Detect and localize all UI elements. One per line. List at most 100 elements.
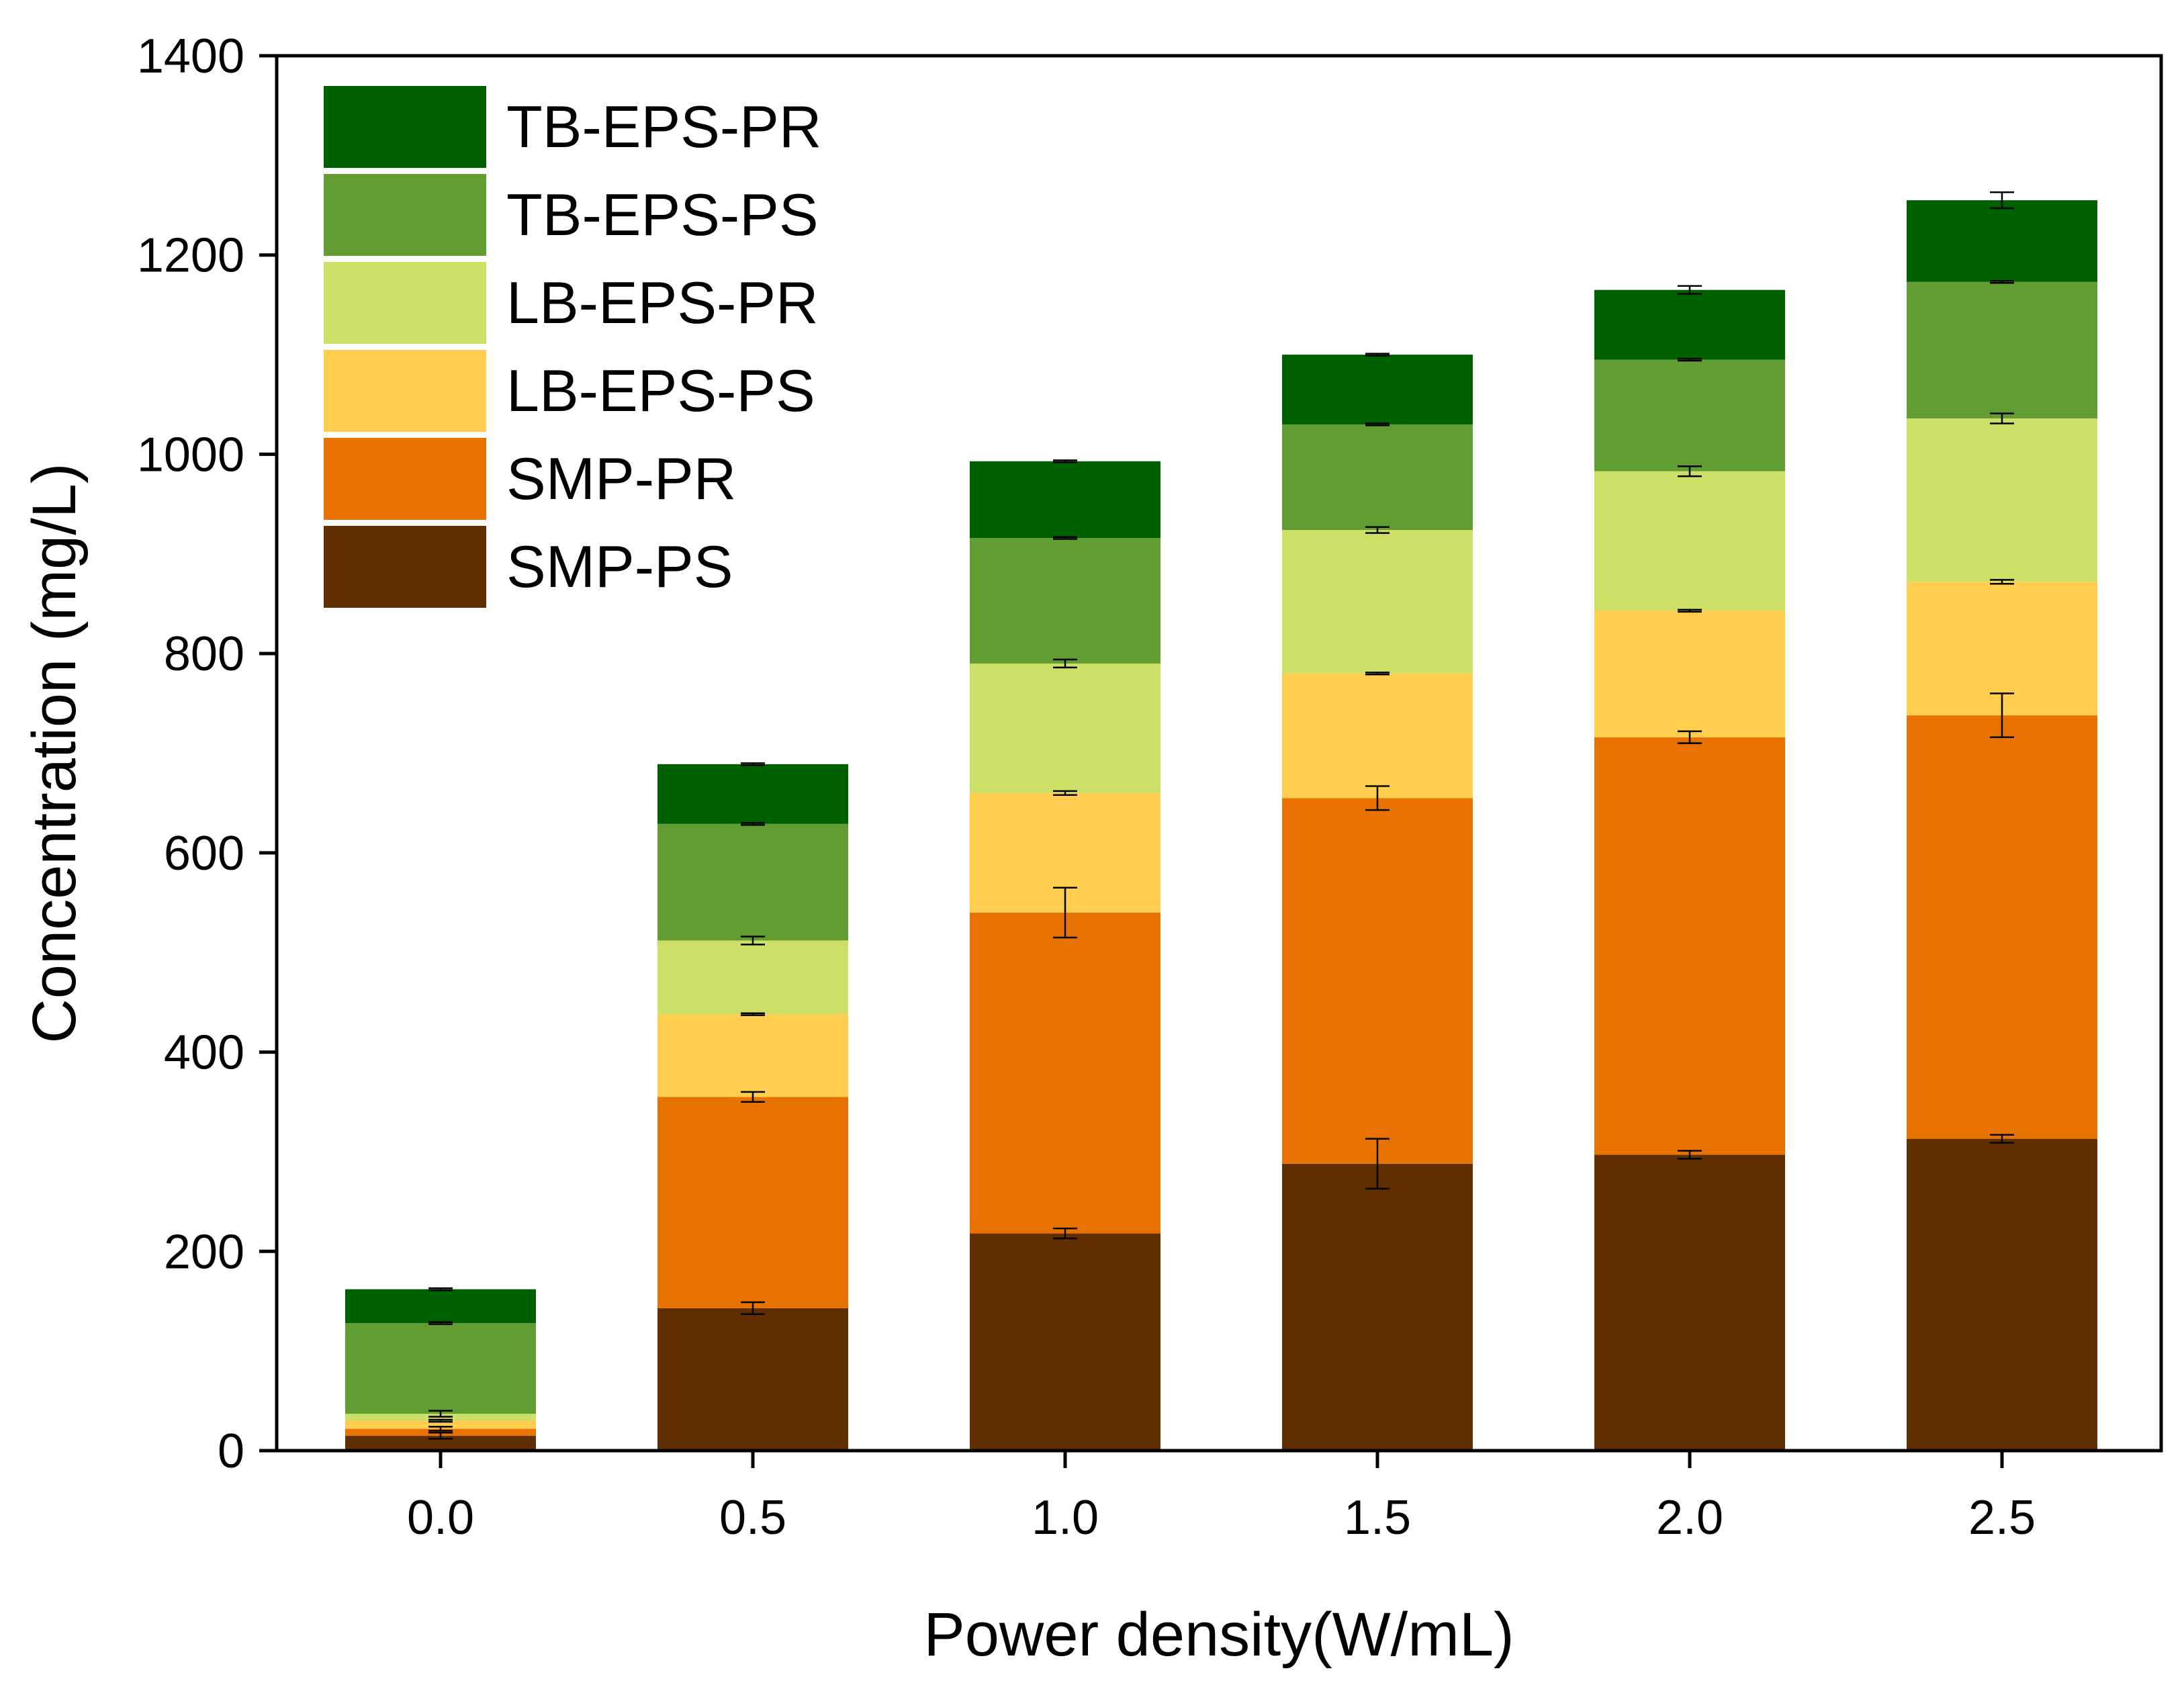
bar-segment-tb-eps-ps — [345, 1323, 536, 1414]
error-bar — [1365, 353, 1390, 357]
x-tick-label: 1.5 — [1344, 1491, 1411, 1545]
legend-swatch — [324, 86, 486, 168]
bar-segment-tb-eps-pr — [970, 461, 1161, 539]
error-bar — [1678, 285, 1702, 295]
error-bar — [1053, 887, 1077, 939]
error-bar — [1365, 1138, 1390, 1190]
bar-segment-tb-eps-pr — [657, 764, 848, 824]
legend-swatch — [324, 438, 486, 520]
bar-segment-tb-eps-ps — [657, 823, 848, 941]
y-tick-label: 600 — [164, 827, 244, 880]
x-axis: 0.0 0.5 1.0 1.5 2.0 2.5 — [407, 1451, 2036, 1545]
legend-swatch — [324, 262, 486, 344]
legend-label: TB-EPS-PS — [506, 181, 819, 248]
y-axis: 0 200 400 600 800 1000 1200 1400 — [137, 30, 277, 1478]
bar-segment-smp-pr — [1282, 798, 1473, 1164]
error-bar — [1678, 730, 1702, 744]
bar-segment-tb-eps-ps — [1282, 424, 1473, 531]
bar-segment-tb-eps-pr — [345, 1289, 536, 1324]
error-bar — [428, 1321, 453, 1325]
x-axis-title: Power density(W/mL) — [923, 1600, 1514, 1669]
legend-label: SMP-PR — [506, 445, 736, 512]
y-tick-label: 1400 — [137, 30, 244, 83]
error-bar — [741, 822, 765, 826]
bar-segment-tb-eps-ps — [970, 538, 1161, 664]
legend-label: TB-EPS-PR — [506, 93, 821, 160]
error-bar — [741, 1012, 765, 1016]
bar-segment-lb-eps-pr — [1907, 418, 2097, 582]
legend-swatch — [324, 174, 486, 256]
error-bar — [1365, 672, 1390, 676]
error-bar — [1053, 658, 1077, 669]
bar-segment-smp-pr — [970, 912, 1161, 1234]
y-tick-label: 1200 — [137, 229, 244, 283]
error-bar — [428, 1426, 453, 1432]
bar-segment-lb-eps-pr — [657, 940, 848, 1015]
y-axis-title: Concentration (mg/L) — [20, 463, 89, 1043]
bar-segment-smp-ps — [1594, 1154, 1785, 1451]
error-bar — [1053, 790, 1077, 797]
error-bar — [1678, 357, 1702, 362]
legend-item: TB-EPS-PS — [324, 174, 819, 256]
error-bar — [1365, 526, 1390, 534]
bar-segment-tb-eps-ps — [1907, 281, 2097, 419]
error-bar — [1990, 280, 2014, 284]
error-bar — [1990, 579, 2014, 585]
legend-item: TB-EPS-PR — [324, 86, 821, 168]
error-bar — [1990, 692, 2014, 739]
error-bar — [428, 1418, 453, 1423]
legend: TB-EPS-PR TB-EPS-PS LB-EPS-PR LB-EPS-PS SMP-… — [324, 86, 821, 608]
legend-swatch — [324, 526, 486, 608]
x-tick-label: 2.5 — [1968, 1491, 2036, 1545]
bar-segment-lb-eps-ps — [1594, 610, 1785, 737]
bar-segment-lb-eps-ps — [345, 1420, 536, 1429]
bar-segment-lb-eps-pr — [1282, 530, 1473, 674]
error-bar — [1365, 785, 1390, 811]
error-bar — [1365, 422, 1390, 426]
error-bar — [1053, 1227, 1077, 1240]
legend-item: SMP-PS — [324, 526, 733, 608]
error-bar — [1990, 412, 2014, 424]
error-bars-layer — [428, 191, 2014, 1440]
bar-segment-lb-eps-pr — [1594, 471, 1785, 611]
error-bar — [1990, 1134, 2014, 1144]
legend-item: SMP-PR — [324, 438, 736, 520]
bar-segment-lb-eps-ps — [657, 1014, 848, 1097]
bar-segment-tb-eps-pr — [1282, 355, 1473, 424]
bar-segment-smp-pr — [1594, 737, 1785, 1155]
y-tick-label: 0 — [218, 1424, 244, 1478]
error-bar — [428, 1287, 453, 1291]
bar-segment-smp-ps — [1282, 1163, 1473, 1451]
error-bar — [1678, 1150, 1702, 1160]
legend-item: LB-EPS-PS — [324, 350, 815, 432]
x-tick-label: 1.0 — [1032, 1491, 1099, 1545]
error-bar — [741, 936, 765, 946]
bar-segment-smp-pr — [657, 1097, 848, 1308]
bar-segment-tb-eps-ps — [1594, 359, 1785, 471]
bar-segment-smp-ps — [970, 1233, 1161, 1451]
plot-frame — [275, 54, 2163, 1453]
y-tick-label: 200 — [164, 1225, 244, 1279]
bar-segment-smp-ps — [345, 1435, 536, 1451]
legend-swatch — [324, 350, 486, 432]
error-bar — [1990, 191, 2014, 210]
error-bar — [1053, 536, 1077, 540]
y-tick-label: 800 — [164, 627, 244, 681]
bar-segment-smp-pr — [1907, 715, 2097, 1139]
bar-segment-tb-eps-pr — [1594, 289, 1785, 360]
legend-item: LB-EPS-PR — [324, 262, 819, 344]
error-bar — [1053, 459, 1077, 463]
x-tick-label: 0.0 — [407, 1491, 474, 1545]
x-tick-label: 2.0 — [1656, 1491, 1723, 1545]
bar-segment-tb-eps-pr — [1907, 200, 2097, 282]
x-tick-label: 0.5 — [719, 1491, 786, 1545]
y-tick-label: 1000 — [137, 428, 244, 482]
error-bar — [1678, 608, 1702, 613]
error-bar — [428, 1410, 453, 1418]
error-bar — [741, 1301, 765, 1316]
legend-label: LB-EPS-PR — [506, 269, 819, 336]
error-bar — [1678, 465, 1702, 478]
bar-segment-smp-ps — [1907, 1138, 2097, 1451]
error-bar — [741, 1091, 765, 1103]
